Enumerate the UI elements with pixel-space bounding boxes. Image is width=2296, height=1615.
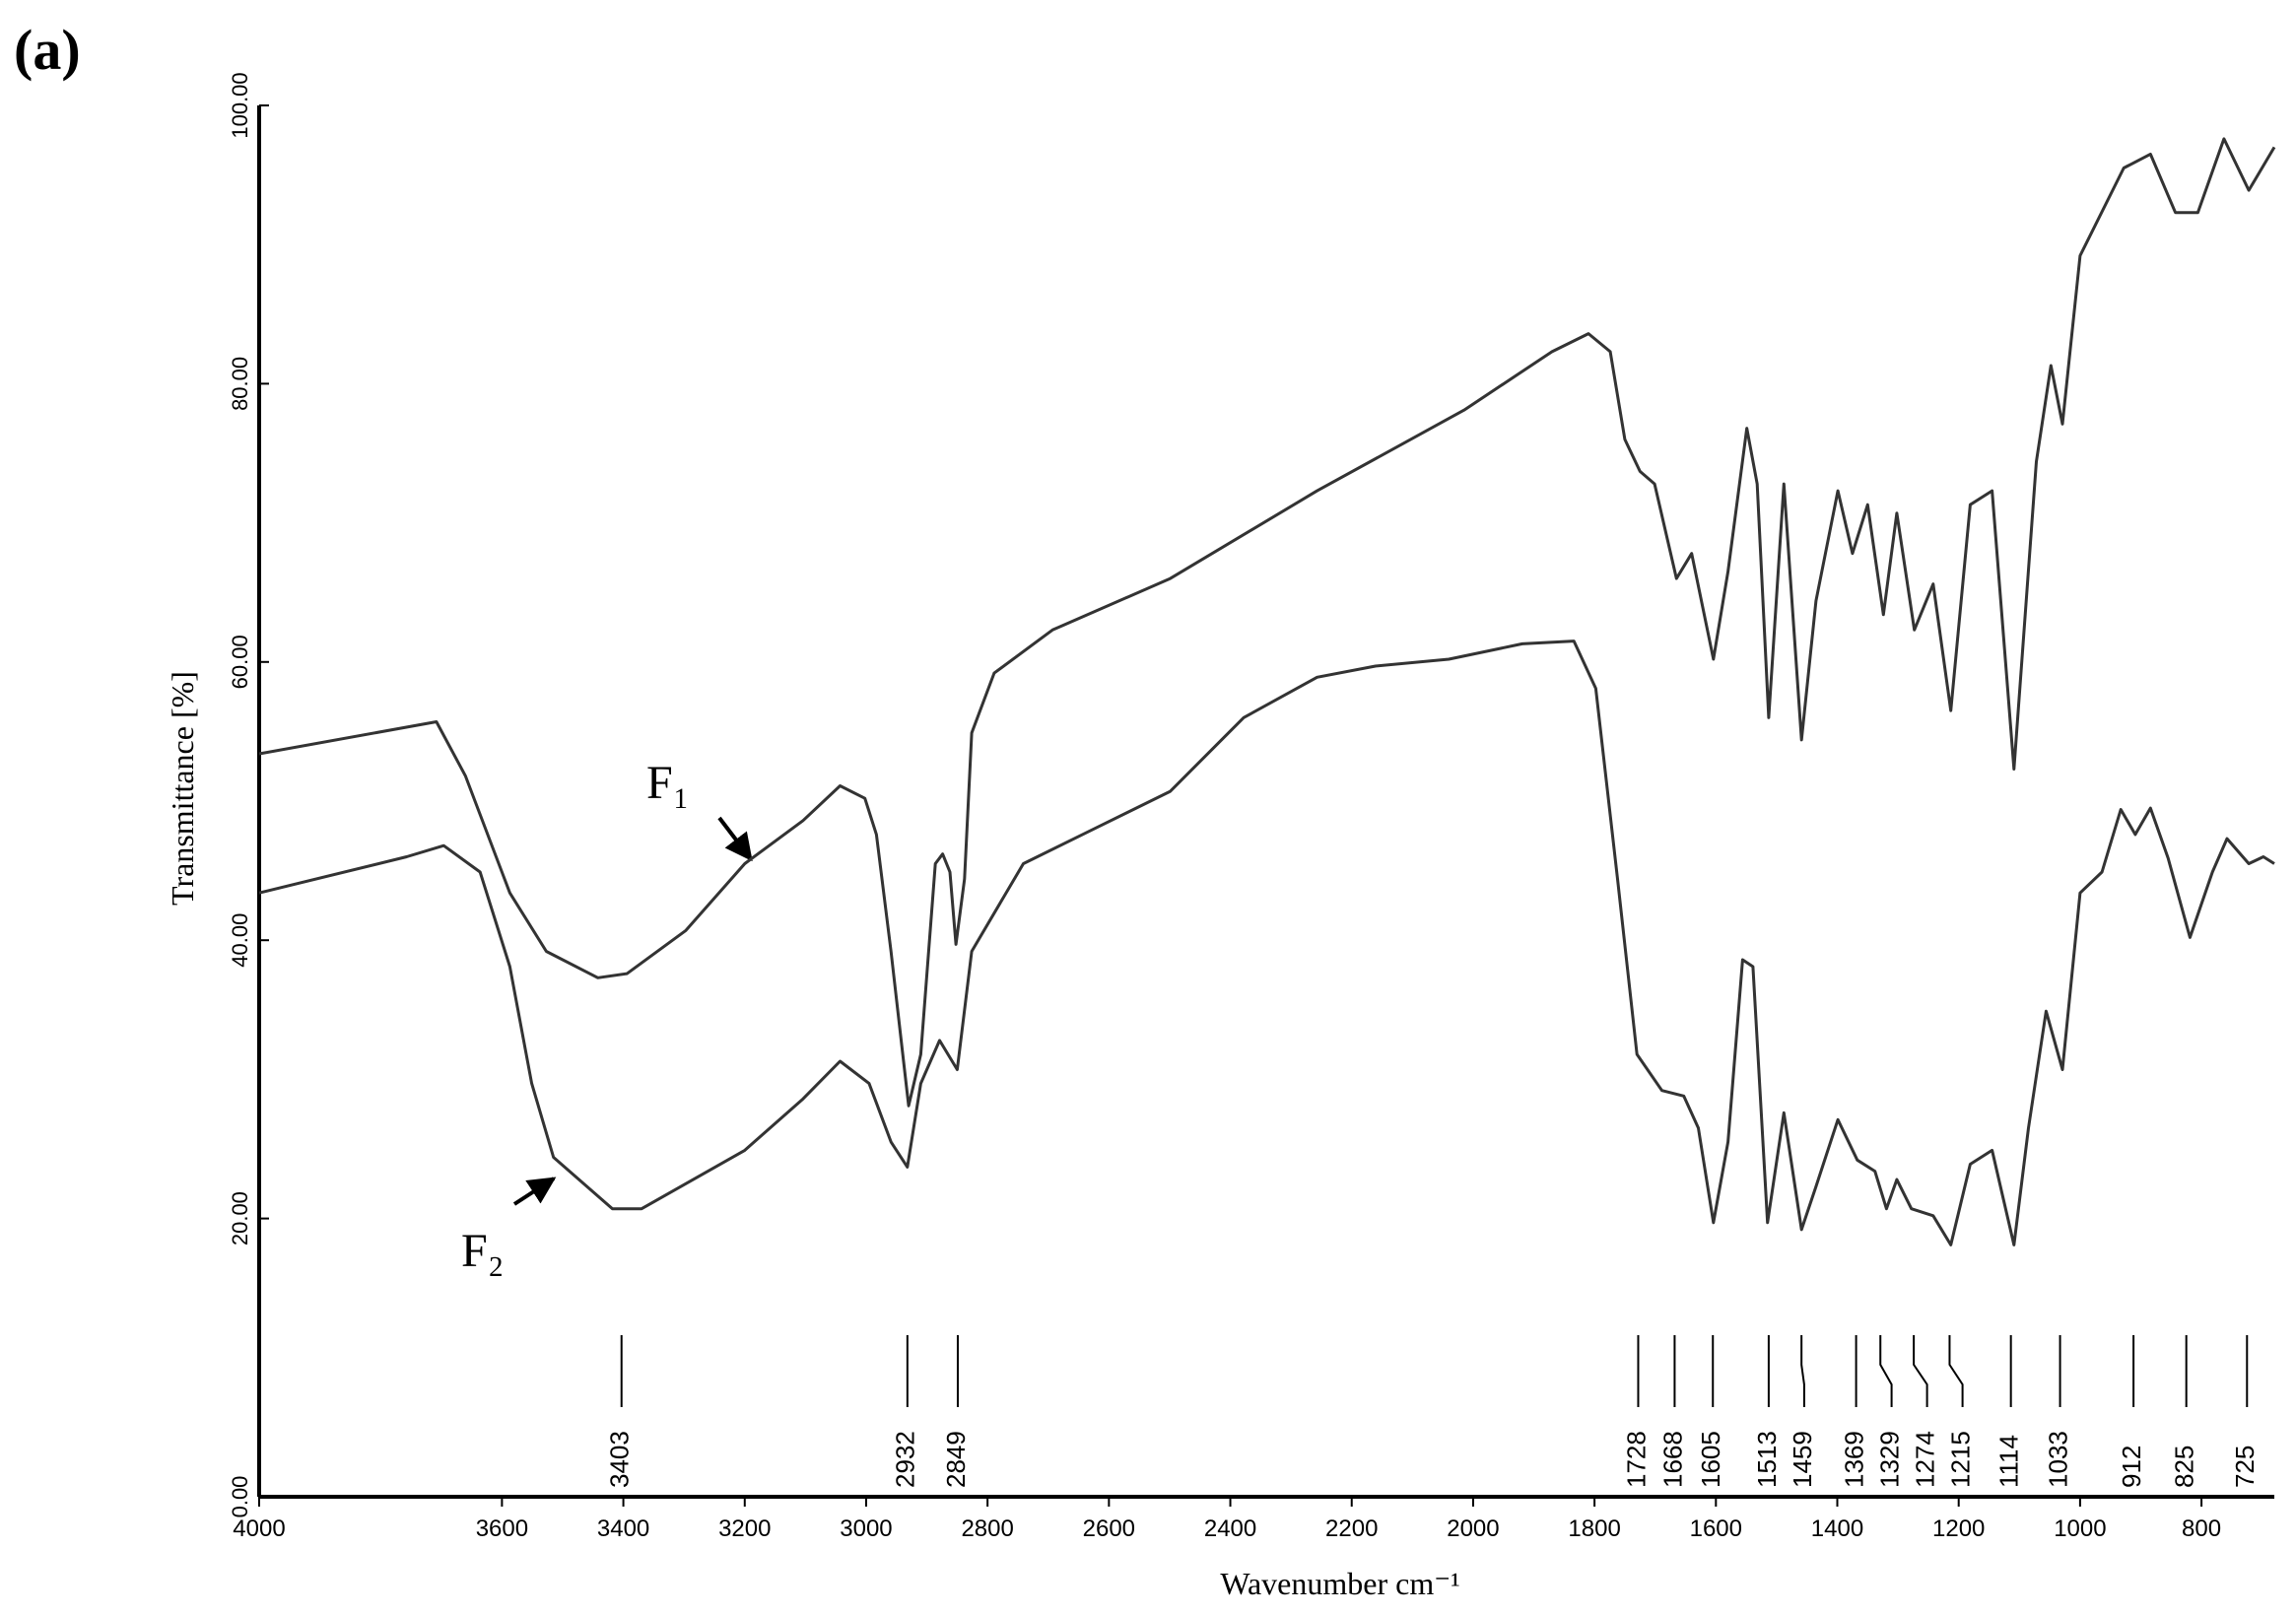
spectrum-line	[258, 137, 2276, 1108]
peak-label: 1369	[1839, 1431, 1868, 1488]
peak-label: 1605	[1696, 1431, 1725, 1488]
x-tick-label: 1000	[2054, 1515, 2106, 1542]
peak-label: 1033	[2043, 1431, 2072, 1488]
x-tick-label: 3000	[840, 1515, 892, 1542]
peak-label: 1114	[1994, 1435, 2024, 1488]
x-tick-label: 1800	[1568, 1515, 1620, 1542]
y-tick-label: 40.00	[228, 913, 252, 968]
annotation-arrow	[512, 1177, 557, 1206]
peak-label: 725	[2230, 1446, 2260, 1488]
peak-label: 3403	[605, 1431, 635, 1488]
annotation: F₁	[646, 757, 689, 809]
annotation-arrow	[717, 816, 753, 862]
peak-label: 1668	[1657, 1431, 1687, 1488]
x-tick-label: 2600	[1083, 1515, 1135, 1542]
x-tick-label: 2200	[1325, 1515, 1378, 1542]
x-tick-label: 800	[2182, 1515, 2221, 1542]
peak-leader	[1948, 1335, 1964, 1407]
peak-label: 1215	[1945, 1431, 1975, 1488]
peak-leader	[1800, 1335, 1805, 1407]
x-tick-label: 2800	[961, 1515, 1013, 1542]
peak-label: 1728	[1621, 1431, 1651, 1488]
x-tick-label: 3200	[718, 1515, 771, 1542]
x-tick-label: 1600	[1690, 1515, 1742, 1542]
peak-label: 2932	[891, 1431, 920, 1488]
peak-label: 1459	[1788, 1431, 1817, 1488]
y-tick-label: 20.00	[228, 1191, 252, 1245]
x-tick-label: 2400	[1204, 1515, 1256, 1542]
peak-label: 2849	[941, 1431, 971, 1488]
x-tick-label: 3400	[597, 1515, 649, 1542]
y-axis-label: Transmittance [%]	[165, 671, 200, 906]
x-tick-label: 3600	[476, 1515, 528, 1542]
chart-title: (a)	[14, 18, 81, 82]
peak-leader	[1879, 1335, 1893, 1407]
peak-label: 912	[2117, 1446, 2146, 1488]
x-tick-label: 2000	[1447, 1515, 1499, 1542]
x-tick-label: 1200	[1932, 1515, 1985, 1542]
spectrum-line	[258, 639, 2275, 1246]
annotation: F₂	[461, 1225, 504, 1277]
peak-label: 825	[2170, 1446, 2199, 1488]
x-tick-label: 1400	[1811, 1515, 1863, 1542]
x-axis-label: Wavenumber cm⁻¹	[1220, 1566, 1459, 1601]
peak-label: 1329	[1874, 1431, 1904, 1488]
y-tick-label: 0.00	[228, 1476, 252, 1518]
y-tick-label: 60.00	[228, 635, 252, 689]
peak-leader	[1913, 1335, 1928, 1407]
y-tick-label: 100.00	[228, 72, 252, 138]
x-tick-label: 4000	[233, 1515, 285, 1542]
y-tick-label: 80.00	[228, 357, 252, 411]
peak-label: 1274	[1910, 1431, 1939, 1488]
peak-label: 1513	[1752, 1431, 1782, 1488]
